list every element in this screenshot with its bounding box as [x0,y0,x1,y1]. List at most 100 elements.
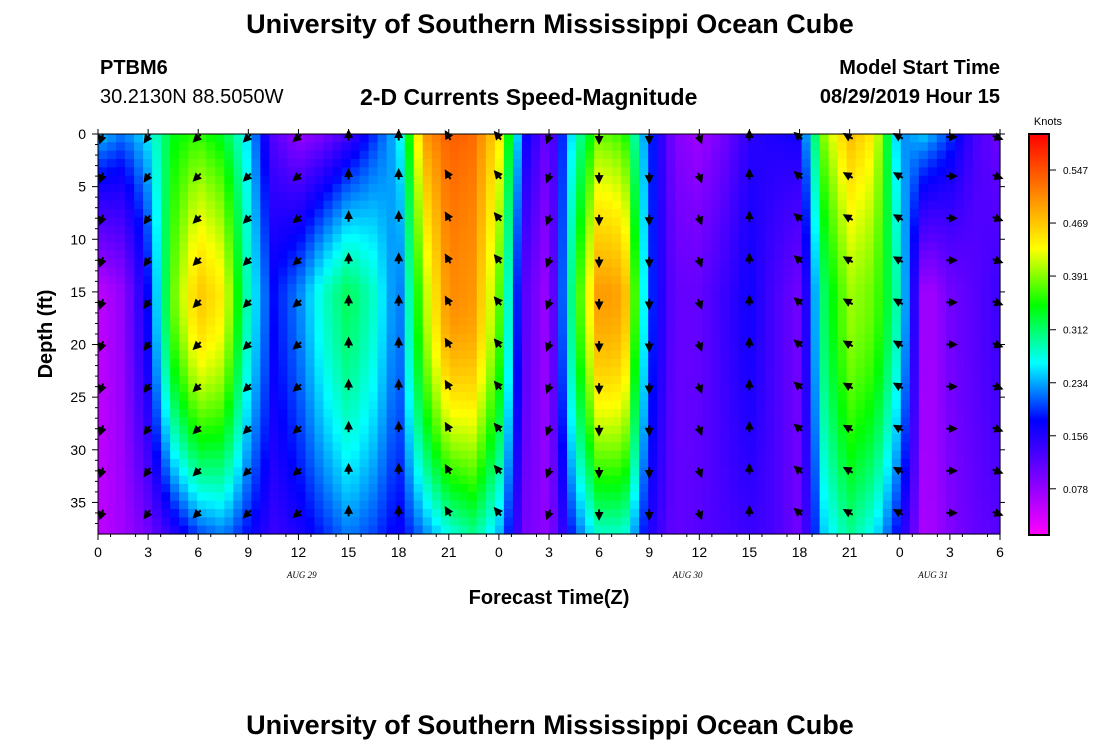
heat-cell [98,375,108,385]
heat-cell [449,442,460,452]
heat-cell [224,484,234,493]
heat-cell [269,334,279,343]
heat-cell [539,409,550,418]
heat-cell [359,459,370,468]
heat-cell [350,392,361,402]
heat-cell [458,175,469,185]
heat-cell [197,484,207,493]
heat-cell [323,359,334,368]
heat-cell [873,409,884,418]
heat-cell [332,367,343,377]
heat-cell [413,250,424,260]
heat-cell [666,284,676,293]
heat-cell [900,267,911,277]
heat-cell [639,342,649,352]
heat-cell [341,500,352,510]
heat-cell [657,517,667,527]
heat-cell [287,159,298,168]
heat-cell [549,417,559,427]
heat-cell [152,492,162,502]
heat-cell [954,184,965,193]
heat-cell [846,475,857,485]
heat-cell [720,209,730,218]
heat-cell [440,442,451,452]
heat-cell [558,284,568,293]
heat-cell [395,475,406,485]
heat-cell [630,217,640,227]
heat-cell [503,450,514,460]
heat-cell [152,150,162,160]
heat-cell [377,242,388,252]
heat-cell [350,317,361,327]
heat-cell [386,192,397,202]
heat-cell [711,234,721,243]
heat-cell [801,459,812,468]
heat-cell [296,492,307,502]
heat-cell [341,200,352,210]
heat-cell [576,250,586,260]
heat-cell [684,267,694,277]
heat-cell [278,425,289,435]
heat-cell [206,134,216,143]
heat-cell [774,500,785,510]
heat-cell [711,175,721,185]
heat-cell [567,384,577,393]
heat-cell [413,459,424,468]
heat-cell [630,434,640,443]
heat-cell [558,359,568,368]
heat-cell [332,442,343,452]
heat-cell [981,150,992,160]
heat-cell [413,175,424,185]
heat-cell [981,509,992,518]
heat-cell [711,525,721,535]
heat-cell [332,425,343,435]
current-vector-arrow [545,172,554,184]
heat-cell [981,442,992,452]
heat-cell [567,209,577,218]
heat-cell [539,159,550,168]
heat-cell [314,267,325,277]
current-vector-arrow [98,172,107,184]
heat-cell [783,409,794,418]
heat-cell [693,484,703,493]
heat-cell [521,359,532,368]
heat-cell [828,425,839,435]
heat-cell [224,142,234,152]
heat-cell [936,492,947,502]
heat-cell [296,375,307,385]
heat-cell [530,217,541,227]
heat-cell [738,492,749,502]
heat-cell [909,525,920,535]
heat-cell [341,167,352,177]
heat-cell [170,350,180,360]
heat-cell [756,300,767,310]
heat-cell [567,217,577,227]
heat-cell [891,275,902,285]
heat-cell [287,367,298,377]
heat-cell [107,459,117,468]
heat-cell [612,367,622,377]
heat-cell [990,392,1001,402]
heat-cell [603,492,613,502]
heat-cell [377,467,388,477]
heat-cell [215,450,225,460]
heat-cell [675,459,685,468]
heat-cell [386,475,397,485]
heat-cell [512,134,523,143]
heat-cell [657,292,667,302]
heat-cell [855,334,866,343]
heat-cell [143,517,153,527]
heat-cell [476,317,487,327]
heat-cell [278,350,289,360]
heat-cell [359,242,370,252]
heat-cell [359,175,370,185]
heat-cell [936,192,947,202]
heat-cell [837,442,848,452]
heat-cell [323,259,334,268]
heat-cell [576,267,586,277]
heat-cell [458,300,469,310]
heat-cell [747,142,758,152]
heat-cell [801,342,812,352]
heat-cell [431,309,442,318]
heat-cell [801,167,812,177]
